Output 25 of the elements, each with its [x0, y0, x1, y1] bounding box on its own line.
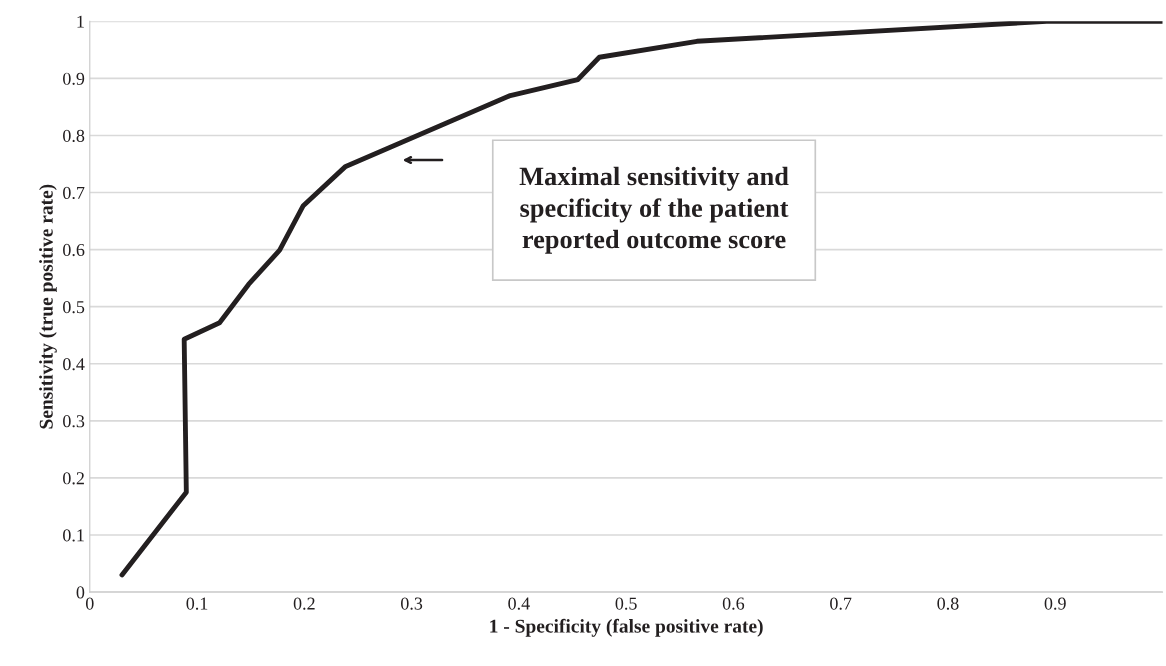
- y-tick-label: 0.3: [63, 415, 85, 428]
- x-tick-label: 0.5: [615, 597, 637, 610]
- x-tick-label: 0.9: [1044, 597, 1066, 610]
- y-tick-label: 0.9: [63, 72, 85, 85]
- y-tick-label: 0.1: [63, 529, 84, 542]
- y-tick-label: 0.4: [63, 358, 85, 371]
- annotation: Maximal sensitivity and specificity of the patient reported outcome score: [519, 166, 789, 254]
- y-tick-label: 0.2: [63, 472, 84, 485]
- x-tick-label: 0.6: [722, 597, 745, 610]
- x-tick-label: 0: [85, 597, 94, 610]
- x-tick-label: 0.3: [401, 597, 423, 610]
- y-tick-label: 0.8: [63, 129, 85, 142]
- x-tick-label: 0.4: [508, 597, 530, 610]
- y-axis-title: Sensitivity (true positive rate): [39, 184, 57, 429]
- x-axis-title: 1 - Specificity (false positive rate): [490, 618, 763, 637]
- x-tick-label: 0.7: [830, 597, 852, 610]
- y-tick-label: 0.6: [63, 243, 85, 257]
- x-tick-label: 0.1: [186, 597, 208, 610]
- y-tick-label: 0.5: [63, 300, 85, 314]
- y-tick-label: 0: [76, 586, 85, 599]
- x-tick-label: 0.8: [937, 597, 959, 610]
- y-tick-label: 0.7: [63, 186, 85, 200]
- x-tick-label: 0.2: [293, 597, 315, 610]
- line-series: [119, 21, 1163, 578]
- y-tick-label: 1: [77, 15, 84, 28]
